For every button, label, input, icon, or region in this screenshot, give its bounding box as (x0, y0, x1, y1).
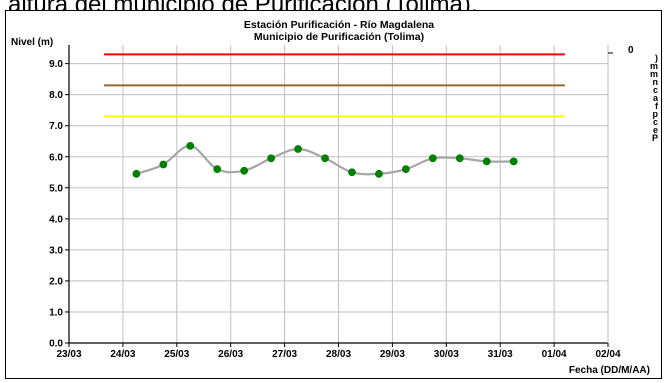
data-point (294, 145, 302, 153)
right-axis-label-fragment: a (653, 93, 659, 103)
x-tick-label: 30/03 (434, 349, 459, 360)
y-tick-label: 1.0 (49, 307, 63, 318)
x-tick-label: 24/03 (110, 349, 135, 360)
data-point (321, 154, 329, 163)
right-axis-label-fragment: m (650, 69, 658, 79)
threshold-lines (104, 53, 565, 118)
data-point (132, 169, 141, 178)
gridlines (68, 45, 609, 344)
axes (65, 45, 613, 347)
y-tick-label: 2.0 (49, 276, 63, 287)
x-tick-label: 29/03 (380, 349, 405, 360)
right-axis-label-fragment: ) (655, 53, 658, 63)
right-axis-label-fragment: c (653, 117, 658, 127)
y-tick-label: 4.0 (49, 214, 63, 225)
data-point (428, 154, 437, 163)
chart-frame: Estación Purificación - Río Magdalena Mu… (5, 10, 662, 379)
x-tick-label: 31/03 (488, 349, 513, 360)
data-point (267, 154, 276, 163)
data-point (159, 160, 168, 169)
data-point (509, 157, 518, 166)
y-tick-label: 9.0 (49, 59, 63, 70)
right-axis-label-fragment: e (653, 125, 658, 135)
x-tick-label: 23/03 (56, 349, 81, 360)
data-point (240, 166, 249, 175)
y-tick-label: 8.0 (49, 90, 63, 101)
chart-subtitle: Municipio de Purificación (Tolima) (254, 31, 424, 43)
right-axis-label-fragment: p (653, 109, 659, 119)
x-tick-label: 01/04 (542, 349, 567, 360)
x-tick-label: 28/03 (326, 349, 351, 360)
series-layer (132, 141, 518, 178)
labels: Estación Purificación - Río Magdalena Mu… (11, 19, 659, 376)
data-point (186, 141, 195, 150)
data-point (401, 165, 410, 174)
y-tick-label: 0.0 (49, 339, 63, 350)
x-axis-label: Fecha (DD/M/AA) (569, 365, 650, 376)
y-tick-label: 7.0 (49, 121, 63, 132)
y-tick-label: 6.0 (49, 152, 63, 163)
data-point (455, 154, 464, 163)
data-point (348, 168, 356, 177)
y-tick-label: 5.0 (49, 183, 63, 194)
right-axis-top-label: 0 (628, 45, 634, 56)
line-chart: Estación Purificación - Río Magdalena Mu… (11, 19, 659, 376)
y-axis-label: Nivel (m) (11, 37, 53, 48)
x-tick-label: 02/04 (595, 349, 620, 360)
x-tick-label: 27/03 (272, 349, 297, 360)
right-axis-label-fragment: n (653, 77, 659, 87)
y-tick-label: 3.0 (49, 245, 63, 256)
data-point (213, 165, 222, 174)
data-point (482, 157, 491, 166)
right-axis-label-fragment: c (653, 85, 658, 95)
right-axis-label-fragment: P (652, 133, 658, 143)
data-point (375, 169, 383, 178)
x-tick-label: 26/03 (218, 349, 243, 360)
right-axis-label-fragment: m (650, 61, 658, 71)
chart-title: Estación Purificación - Río Magdalena (244, 19, 434, 31)
right-axis-label-fragment: f (655, 101, 659, 111)
x-tick-label: 25/03 (164, 349, 189, 360)
